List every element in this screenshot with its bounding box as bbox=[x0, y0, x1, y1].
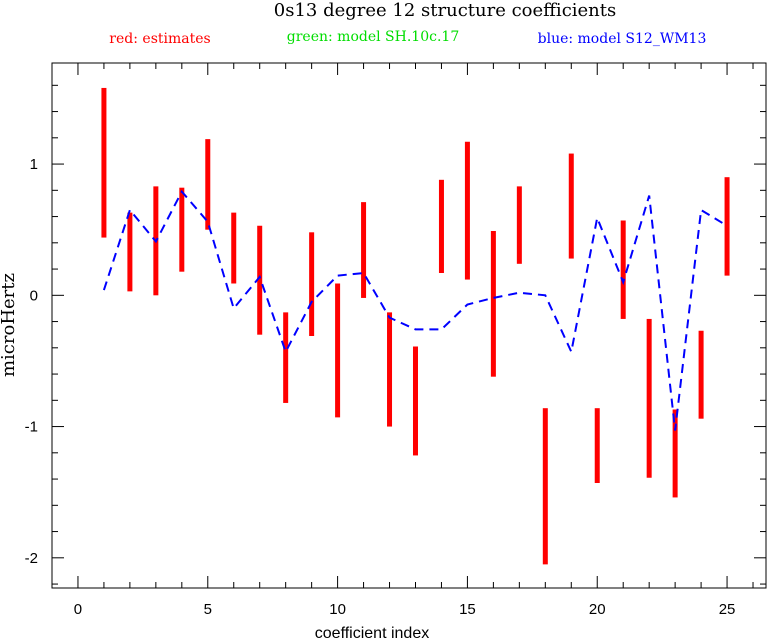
estimate-bar bbox=[387, 312, 393, 427]
estimate-bar bbox=[464, 141, 470, 280]
x-tick-label: 25 bbox=[719, 601, 736, 618]
estimate-bar bbox=[179, 187, 185, 272]
y-tick-labels: -2 -1 0 1 bbox=[25, 156, 38, 567]
estimate-bar bbox=[438, 179, 444, 273]
estimate-bar bbox=[698, 330, 704, 419]
estimate-bar bbox=[724, 177, 730, 276]
estimate-bar bbox=[568, 153, 574, 259]
estimate-bars bbox=[101, 87, 730, 565]
y-tick-label: 0 bbox=[30, 287, 38, 304]
y-tick-label: -2 bbox=[25, 550, 38, 567]
estimate-bar bbox=[205, 139, 211, 230]
estimate-bar bbox=[361, 202, 367, 298]
estimate-bar bbox=[646, 318, 652, 478]
estimate-bar bbox=[594, 408, 600, 483]
x-tick-labels: 0 5 10 15 20 25 bbox=[74, 601, 736, 618]
legend-model-s12wm13: blue: model S12_WM13 bbox=[538, 31, 707, 47]
x-axis-label: coefficient index bbox=[315, 625, 429, 641]
x-tick-label: 10 bbox=[329, 601, 346, 618]
estimate-bar bbox=[127, 212, 133, 292]
x-tick-label: 5 bbox=[204, 601, 212, 618]
estimate-bar bbox=[516, 186, 522, 264]
estimate-bar bbox=[672, 409, 678, 498]
estimate-bar bbox=[412, 346, 418, 456]
axis-ticks bbox=[52, 63, 766, 588]
y-tick-label: 1 bbox=[30, 156, 38, 173]
estimate-bar bbox=[257, 225, 263, 335]
legend-estimates: red: estimates bbox=[109, 31, 210, 47]
estimate-bar bbox=[231, 212, 237, 284]
estimate-bar bbox=[309, 232, 315, 336]
chart-title: 0s13 degree 12 structure coefficients bbox=[274, 0, 617, 21]
plot-frame bbox=[51, 62, 767, 589]
x-tick-label: 20 bbox=[589, 601, 606, 618]
y-axis-label: microHertz bbox=[0, 273, 19, 377]
estimate-bar bbox=[542, 408, 548, 565]
estimate-bar bbox=[490, 231, 496, 377]
estimate-bar bbox=[620, 220, 626, 319]
x-tick-label: 15 bbox=[459, 601, 476, 618]
estimate-bar bbox=[101, 87, 107, 238]
estimate-bar bbox=[335, 283, 341, 418]
x-tick-label: 0 bbox=[74, 601, 82, 618]
estimate-bar bbox=[283, 312, 289, 403]
legend-model-sh10c17: green: model SH.10c.17 bbox=[287, 29, 459, 45]
model-s12wm13-line bbox=[102, 189, 728, 431]
y-tick-label: -1 bbox=[25, 419, 38, 436]
